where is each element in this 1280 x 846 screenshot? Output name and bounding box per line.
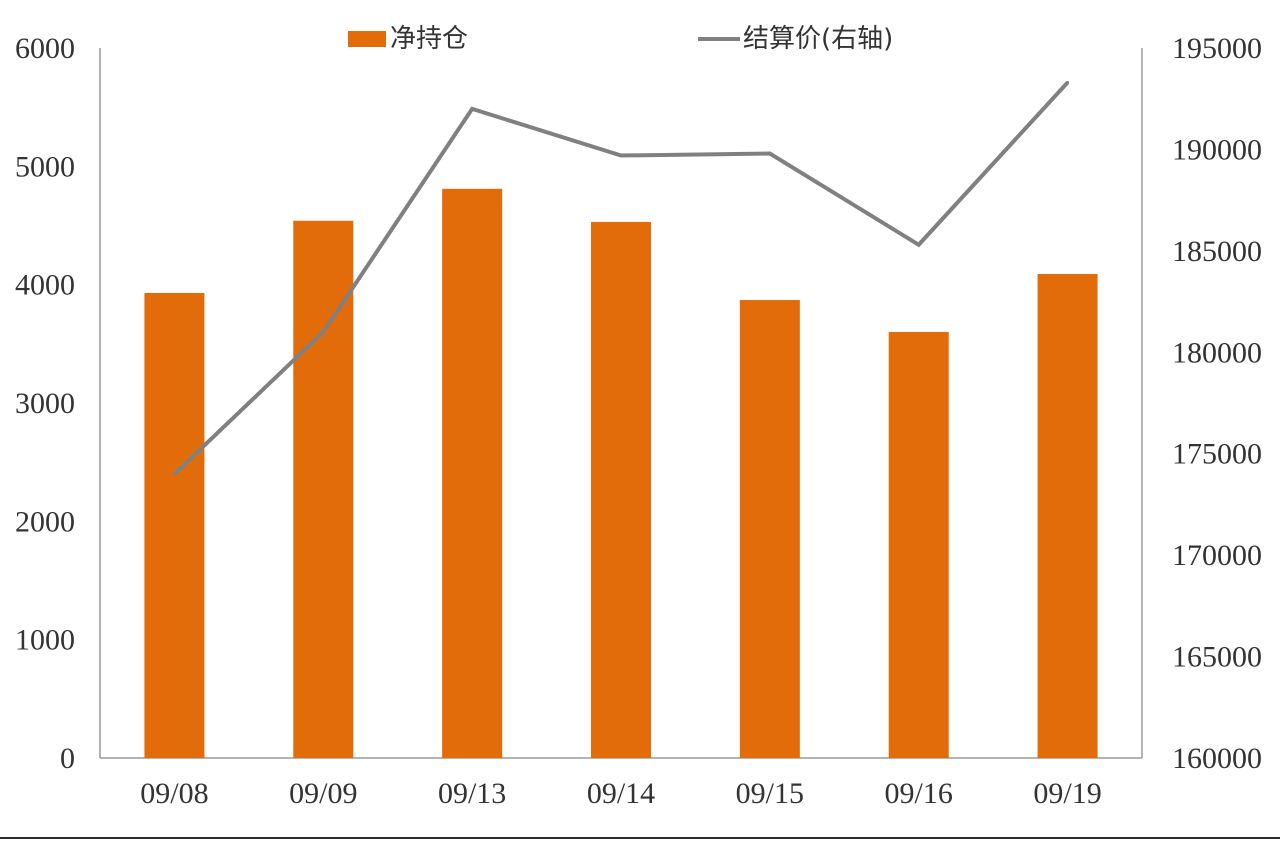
legend-label-settlement-price: 结算价(右轴) [743, 24, 893, 54]
bar-net-position [1037, 274, 1098, 758]
line-point-settlement-price [470, 107, 474, 111]
left-axis-tick-label: 6000 [15, 32, 75, 65]
left-axis-tick-label: 1000 [15, 624, 75, 657]
left-axis-tick-label: 5000 [15, 150, 75, 183]
bar-net-position [293, 220, 354, 758]
right-axis-tick-label: 195000 [1172, 32, 1262, 65]
legend-swatch-bar [348, 31, 386, 47]
right-axis-tick-label: 175000 [1172, 438, 1262, 471]
right-axis-tick-label: 180000 [1172, 336, 1262, 369]
bottom-divider [0, 837, 1280, 839]
left-axis-tick-label: 2000 [15, 505, 75, 538]
legend: 净持仓 结算价(右轴) [348, 24, 893, 54]
line-point-settlement-price [768, 151, 772, 155]
x-axis-tick-label: 09/16 [885, 777, 953, 810]
left-axis-tick-label: 0 [60, 742, 75, 775]
x-axis-tick-label: 09/15 [736, 777, 804, 810]
bar-net-position [888, 332, 949, 758]
right-axis-tick-label: 185000 [1172, 235, 1262, 268]
labels-layer: 0 1000 2000 3000 4000 5000 6000 160000 165000 170… [15, 32, 1262, 810]
line-point-settlement-price [917, 243, 921, 247]
line-point-settlement-price [321, 330, 325, 334]
right-axis-tick-label: 160000 [1172, 742, 1262, 775]
right-axis-tick-label: 190000 [1172, 133, 1262, 166]
x-axis-tick-label: 09/14 [587, 777, 655, 810]
right-axis-tick-label: 165000 [1172, 641, 1262, 674]
x-axis-tick-label: 09/13 [438, 777, 506, 810]
line-point-settlement-price [619, 154, 623, 158]
x-axis-tick-label: 09/08 [140, 777, 208, 810]
left-axis-tick-label: 4000 [15, 269, 75, 302]
x-axis-tick-label: 09/09 [289, 777, 357, 810]
right-axis-tick-label: 170000 [1172, 539, 1262, 572]
x-axis-tick-label: 09/19 [1033, 777, 1101, 810]
bar-net-position [739, 300, 800, 758]
legend-label-net-position: 净持仓 [390, 24, 468, 54]
line-point-settlement-price [1066, 80, 1070, 84]
bar-net-position [591, 221, 651, 758]
bar-net-position [144, 292, 205, 758]
bars-layer [144, 188, 1098, 759]
left-axis-tick-label: 3000 [15, 387, 75, 420]
line-point-settlement-price [172, 472, 176, 476]
bar-net-position [442, 188, 503, 759]
line-layer [172, 80, 1070, 476]
